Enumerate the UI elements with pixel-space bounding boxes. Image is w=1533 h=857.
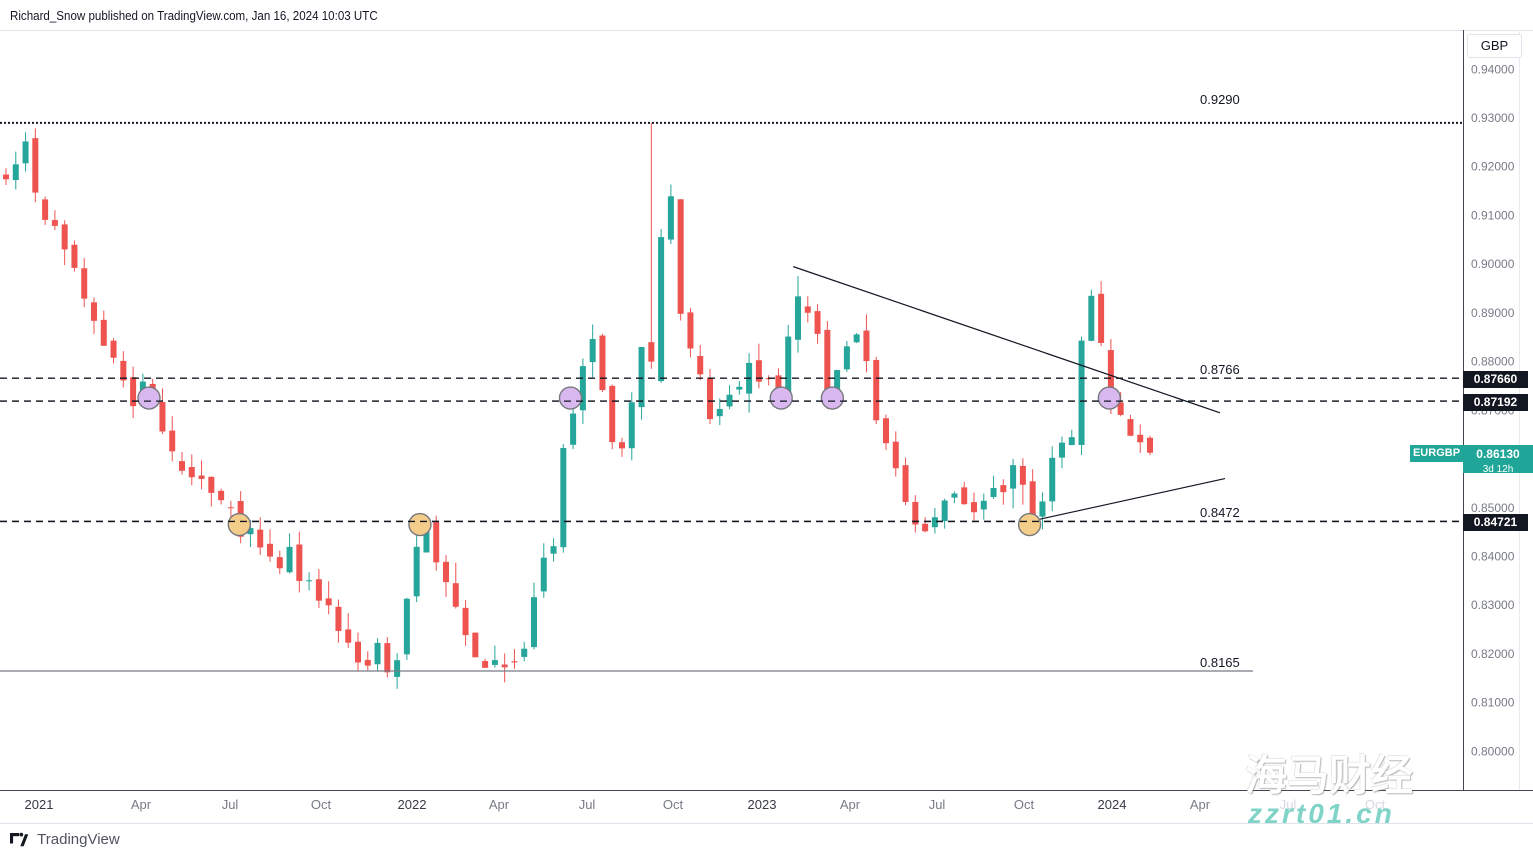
svg-text:0.90000: 0.90000 — [1471, 257, 1515, 271]
svg-text:0.88000: 0.88000 — [1471, 355, 1515, 369]
svg-text:0.85000: 0.85000 — [1471, 501, 1515, 515]
svg-text:0.83000: 0.83000 — [1471, 598, 1515, 612]
svg-text:0.91000: 0.91000 — [1471, 208, 1515, 222]
svg-text:0.81000: 0.81000 — [1471, 696, 1515, 710]
svg-text:0.84000: 0.84000 — [1471, 550, 1515, 564]
svg-text:0.82000: 0.82000 — [1471, 647, 1515, 661]
svg-text:0.94000: 0.94000 — [1471, 62, 1515, 76]
svg-text:0.92000: 0.92000 — [1471, 160, 1515, 174]
svg-text:0.89000: 0.89000 — [1471, 306, 1515, 320]
svg-text:0.93000: 0.93000 — [1471, 111, 1515, 125]
